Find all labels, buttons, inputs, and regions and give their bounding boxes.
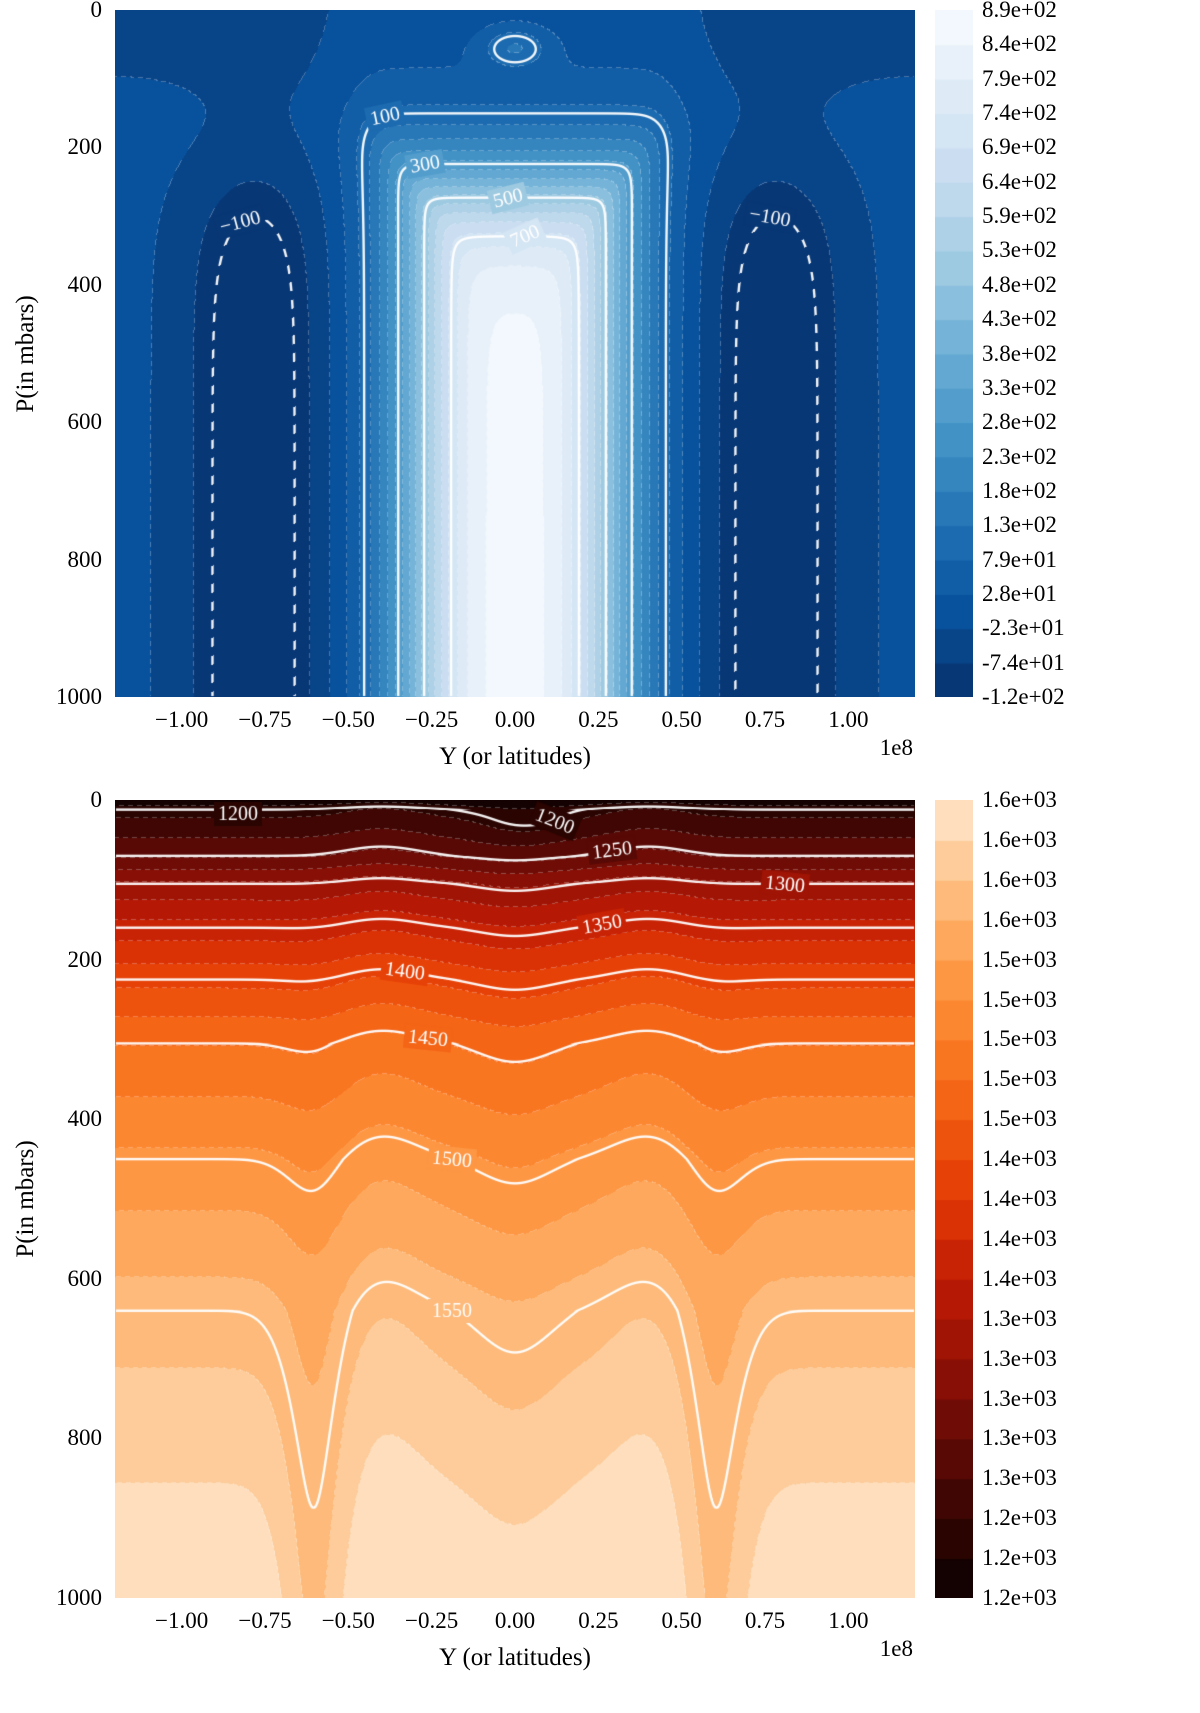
x-tick-label: −1.00 bbox=[155, 1608, 209, 1633]
colorbar-tick-label: 6.4e+02 bbox=[982, 168, 1057, 194]
wind-x-axis-label: Y (or latitudes) bbox=[439, 743, 591, 770]
x-tick-label: 0.75 bbox=[744, 707, 786, 732]
colorbar-tick-label: 1.2e+03 bbox=[982, 1585, 1057, 1610]
x-tick-label: −0.50 bbox=[321, 1608, 375, 1633]
colorbar-tick-label: 1.3e+02 bbox=[982, 512, 1057, 538]
y-tick-label: 400 bbox=[67, 271, 103, 297]
colorbar-tick-label: 7.4e+02 bbox=[982, 100, 1057, 126]
x-tick-label: 0.00 bbox=[494, 1608, 536, 1633]
colorbar-tick-label: 1.6e+03 bbox=[982, 906, 1057, 932]
colorbar-tick-label: 1.3e+03 bbox=[982, 1425, 1057, 1451]
colorbar-tick-label: 1.4e+03 bbox=[982, 1225, 1057, 1251]
colorbar-tick-label: 1.2e+03 bbox=[982, 1505, 1057, 1531]
y-tick-label: 600 bbox=[67, 409, 103, 435]
colorbar-tick-label: 1.4e+03 bbox=[982, 1186, 1057, 1211]
colorbar-tick-label: 2.8e+01 bbox=[982, 580, 1057, 606]
colorbar-tick-label: 2.8e+02 bbox=[982, 409, 1057, 435]
y-tick-label: 800 bbox=[67, 546, 103, 572]
x-tick-label: 0.00 bbox=[494, 707, 536, 732]
temperature-y-axis-label: P(in mbars) bbox=[12, 1140, 39, 1258]
x-tick-label: 0.25 bbox=[578, 1608, 619, 1633]
colorbar-tick-label: 8.4e+02 bbox=[982, 31, 1057, 57]
x-tick-label: −0.25 bbox=[405, 707, 459, 732]
colorbar-tick-label: 5.9e+02 bbox=[982, 203, 1057, 229]
colorbar-tick-label: 3.3e+02 bbox=[982, 374, 1057, 400]
colorbar-tick-label: 1.6e+03 bbox=[982, 826, 1057, 852]
x-tick-label: 0.25 bbox=[578, 707, 619, 732]
wind-contour-plot bbox=[115, 10, 915, 697]
temperature-x-axis-label: Y (or latitudes) bbox=[439, 1644, 591, 1671]
y-tick-label: 800 bbox=[67, 1425, 103, 1451]
colorbar-tick-label: -1.2e+02 bbox=[982, 684, 1065, 709]
colorbar-tick-label: 7.9e+01 bbox=[982, 546, 1057, 572]
colorbar-tick-label: 1.5e+03 bbox=[982, 1066, 1057, 1092]
x-tick-label: 0.50 bbox=[661, 707, 702, 732]
colorbar-tick-label: 1.3e+03 bbox=[982, 1305, 1057, 1331]
temperature-contour-plot bbox=[115, 800, 915, 1598]
colorbar-tick-label: 1.5e+03 bbox=[982, 986, 1057, 1012]
x-tick-label: 1.00 bbox=[828, 1608, 869, 1633]
x-tick-label: 0.50 bbox=[661, 1608, 702, 1633]
wind-y-axis-label: P(in mbars) bbox=[12, 294, 39, 413]
colorbar-tick-label: 5.3e+02 bbox=[982, 237, 1057, 263]
y-tick-label: 1000 bbox=[56, 684, 102, 709]
wind-x-axis-offset: 1e8 bbox=[879, 735, 913, 760]
colorbar-tick-label: 1.3e+03 bbox=[982, 1345, 1057, 1371]
x-tick-label: −0.25 bbox=[405, 1608, 459, 1633]
x-tick-label: −1.00 bbox=[155, 707, 209, 732]
y-tick-label: 600 bbox=[67, 1265, 103, 1291]
x-tick-label: 1.00 bbox=[828, 707, 869, 732]
colorbar-tick-label: 1.8e+02 bbox=[982, 477, 1057, 503]
y-tick-label: 200 bbox=[67, 946, 103, 972]
colorbar-tick-label: -7.4e+01 bbox=[982, 649, 1065, 675]
x-tick-label: −0.50 bbox=[321, 707, 375, 732]
colorbar-tick-label: 1.4e+03 bbox=[982, 1265, 1057, 1291]
colorbar-tick-label: 1.5e+03 bbox=[982, 1106, 1057, 1132]
colorbar-tick-label: 4.8e+02 bbox=[982, 271, 1057, 297]
y-tick-label: 1000 bbox=[56, 1585, 102, 1610]
colorbar-tick-label: 1.3e+03 bbox=[982, 1465, 1057, 1491]
colorbar-tick-label: 3.8e+02 bbox=[982, 340, 1057, 366]
colorbar-tick-label: 1.6e+03 bbox=[982, 787, 1057, 812]
y-tick-label: 400 bbox=[67, 1106, 103, 1132]
y-tick-label: 0 bbox=[90, 0, 103, 22]
x-tick-label: 0.75 bbox=[744, 1608, 786, 1633]
temperature-x-axis-offset: 1e8 bbox=[879, 1636, 913, 1661]
colorbar-tick-label: 6.9e+02 bbox=[982, 134, 1057, 160]
colorbar-tick-label: 4.3e+02 bbox=[982, 306, 1057, 332]
wind-colorbar bbox=[935, 10, 973, 697]
colorbar-tick-label: 1.2e+03 bbox=[982, 1545, 1057, 1571]
temperature-colorbar bbox=[935, 800, 973, 1598]
x-tick-label: −0.75 bbox=[238, 707, 292, 732]
colorbar-tick-label: 8.9e+02 bbox=[982, 0, 1057, 22]
colorbar-tick-label: 1.5e+03 bbox=[982, 1026, 1057, 1052]
colorbar-tick-label: 7.9e+02 bbox=[982, 65, 1057, 91]
colorbar-tick-label: 1.3e+03 bbox=[982, 1385, 1057, 1411]
colorbar-tick-label: 1.5e+03 bbox=[982, 946, 1057, 972]
colorbar-tick-label: 1.6e+03 bbox=[982, 866, 1057, 892]
y-tick-label: 200 bbox=[67, 134, 103, 160]
colorbar-tick-label: 2.3e+02 bbox=[982, 443, 1057, 469]
colorbar-tick-label: -2.3e+01 bbox=[982, 615, 1065, 641]
y-tick-label: 0 bbox=[90, 787, 103, 812]
x-tick-label: −0.75 bbox=[238, 1608, 292, 1633]
colorbar-tick-label: 1.4e+03 bbox=[982, 1146, 1057, 1172]
